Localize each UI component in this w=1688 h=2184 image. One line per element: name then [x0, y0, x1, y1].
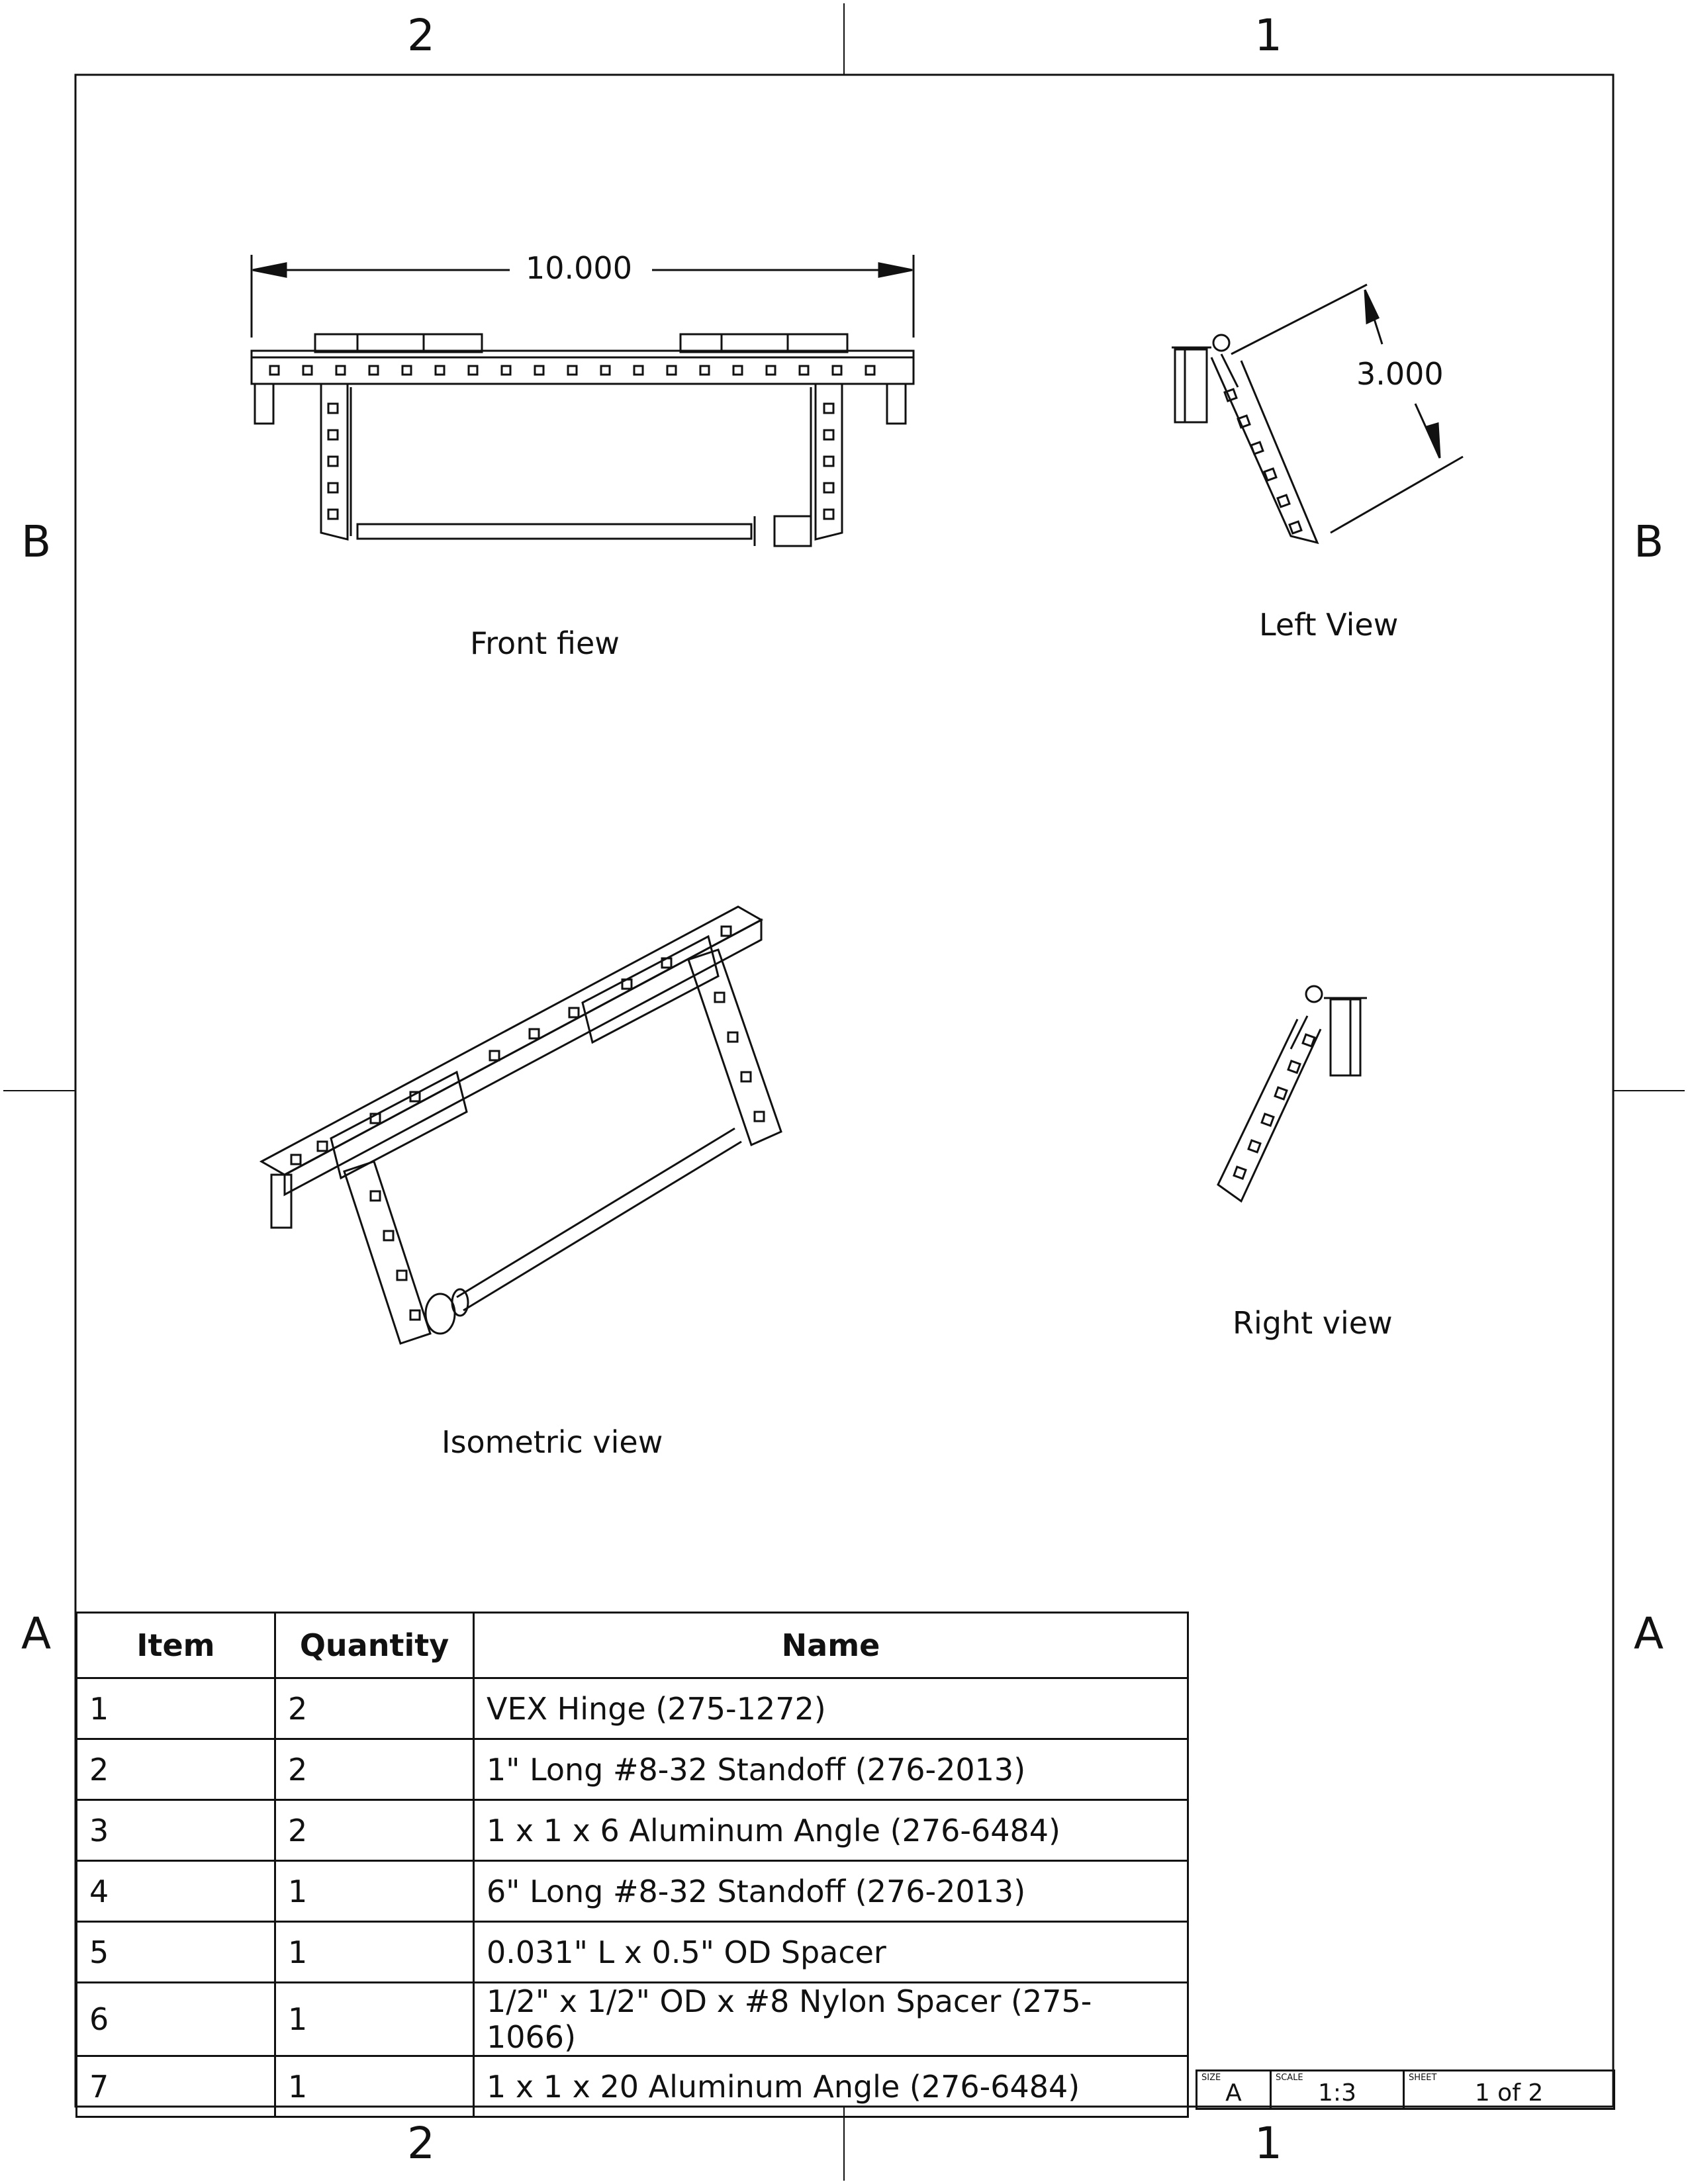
table-row: 5 1 0.031" L x 0.5" OD Spacer: [75, 1921, 1189, 1983]
front-view-dimension: 10.000: [516, 250, 641, 286]
column-header-item: Item: [75, 1612, 276, 1679]
item-cell: 7: [75, 2055, 276, 2118]
table-row: 7 1 1 x 1 x 20 Aluminum Angle (276-6484): [75, 2055, 1189, 2118]
table-header-row: Item Quantity Name: [75, 1612, 1189, 1679]
item-cell: 4: [75, 1860, 276, 1923]
item-cell: 2: [75, 1738, 276, 1801]
size-caption: SIZE: [1201, 2073, 1221, 2083]
left-view-drawing: [1172, 283, 1464, 545]
name-cell: 1/2" x 1/2" OD x #8 Nylon Spacer (275-10…: [473, 1981, 1189, 2057]
quantity-cell: 1: [274, 1860, 475, 1923]
left-view-dimension: 3.000: [1347, 356, 1453, 392]
item-cell: 6: [75, 1981, 276, 2057]
name-cell: 0.031" L x 0.5" OD Spacer: [473, 1921, 1189, 1983]
zone-label-bottom-1: 1: [1254, 2118, 1282, 2169]
zone-label-right-b: B: [1634, 516, 1664, 567]
item-cell: 1: [75, 1677, 276, 1740]
quantity-cell: 2: [274, 1677, 475, 1740]
title-block-size: SIZE A: [1197, 2071, 1272, 2108]
scale-caption: SCALE: [1275, 2073, 1303, 2083]
table-row: 3 2 1 x 1 x 6 Aluminum Angle (276-6484): [75, 1799, 1189, 1862]
name-cell: 6" Long #8-32 Standoff (276-2013): [473, 1860, 1189, 1923]
table-row: 2 2 1" Long #8-32 Standoff (276-2013): [75, 1738, 1189, 1801]
zone-label-left-a: A: [21, 1608, 52, 1659]
title-block-sheet: SHEET 1 of 2: [1405, 2071, 1616, 2108]
scale-value: 1:3: [1318, 2079, 1356, 2107]
zone-ticks: [3, 3, 1685, 2181]
table-row: 1 2 VEX Hinge (275-1272): [75, 1677, 1189, 1740]
table-row: 4 1 6" Long #8-32 Standoff (276-2013): [75, 1860, 1189, 1923]
quantity-cell: 2: [274, 1738, 475, 1801]
quantity-cell: 1: [274, 2055, 475, 2118]
title-block: SIZE A SCALE 1:3 SHEET 1 of 2: [1196, 2070, 1616, 2110]
sheet-value: 1 of 2: [1474, 2079, 1544, 2107]
quantity-cell: 2: [274, 1799, 475, 1862]
front-view-label: Front fiew: [470, 625, 620, 661]
zone-label-top-2: 2: [407, 10, 435, 61]
bill-of-materials-table: Item Quantity Name 1 2 VEX Hinge (275-12…: [75, 1612, 1189, 2118]
zone-label-left-b: B: [21, 516, 52, 567]
size-value: A: [1225, 2079, 1242, 2107]
zone-label-bottom-2: 2: [407, 2118, 435, 2169]
isometric-view-label: Isometric view: [442, 1424, 663, 1460]
quantity-cell: 1: [274, 1981, 475, 2057]
isometric-view-drawing: [259, 905, 782, 1345]
item-cell: 5: [75, 1921, 276, 1983]
right-view-label: Right view: [1233, 1305, 1393, 1341]
zone-label-right-a: A: [1634, 1608, 1664, 1659]
column-header-name: Name: [473, 1612, 1189, 1679]
zone-label-top-1: 1: [1254, 10, 1282, 61]
name-cell: VEX Hinge (275-1272): [473, 1677, 1189, 1740]
table-row: 6 1 1/2" x 1/2" OD x #8 Nylon Spacer (27…: [75, 1981, 1189, 2057]
quantity-cell: 1: [274, 1921, 475, 1983]
sheet-caption: SHEET: [1409, 2073, 1437, 2083]
name-cell: 1" Long #8-32 Standoff (276-2013): [473, 1738, 1189, 1801]
title-block-scale: SCALE 1:3: [1272, 2071, 1405, 2108]
left-view-label: Left View: [1259, 607, 1399, 643]
name-cell: 1 x 1 x 20 Aluminum Angle (276-6484): [473, 2055, 1189, 2118]
front-view-drawing: [250, 255, 915, 547]
right-view-drawing: [1217, 985, 1367, 1203]
item-cell: 3: [75, 1799, 276, 1862]
name-cell: 1 x 1 x 6 Aluminum Angle (276-6484): [473, 1799, 1189, 1862]
column-header-quantity: Quantity: [274, 1612, 475, 1679]
